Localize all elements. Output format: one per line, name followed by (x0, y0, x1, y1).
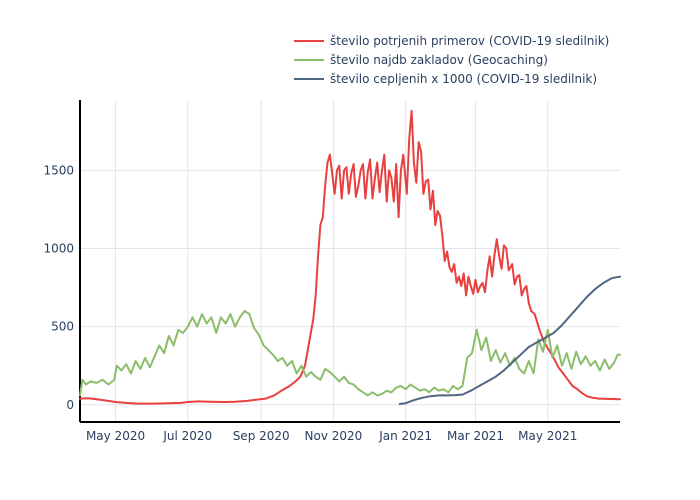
x-tick-label: Jan 2021 (378, 429, 432, 443)
gridlines (80, 100, 620, 422)
cases-series-line (79, 109, 621, 405)
y-tick-label: 500 (51, 320, 74, 334)
legend: število potrjenih primerov (COVID-19 sle… (294, 34, 609, 86)
x-tick-label: May 2021 (518, 429, 577, 443)
series-lines (79, 109, 621, 405)
y-tick-label: 1000 (43, 241, 74, 255)
geocaching-series-line (79, 310, 621, 397)
x-tick-label: May 2020 (86, 429, 145, 443)
legend-label: število najdb zakladov (Geocaching) (330, 53, 548, 67)
legend-label: število cepljenih x 1000 (COVID-19 sledi… (330, 72, 597, 86)
y-tick-label: 1500 (43, 163, 74, 177)
x-tick-label: Jul 2020 (162, 429, 212, 443)
x-tick-label: Mar 2021 (447, 429, 504, 443)
y-tick-label: 0 (66, 398, 74, 412)
tick-labels: May 2020 Jul 2020 Sep 2020 Nov 2020 Jan 2021… (43, 163, 577, 443)
vaccinated-series-line (398, 275, 621, 405)
x-tick-label: Sep 2020 (233, 429, 290, 443)
legend-label: število potrjenih primerov (COVID-19 sle… (330, 34, 609, 48)
x-tick-label: Nov 2020 (305, 429, 363, 443)
axes (79, 100, 620, 423)
